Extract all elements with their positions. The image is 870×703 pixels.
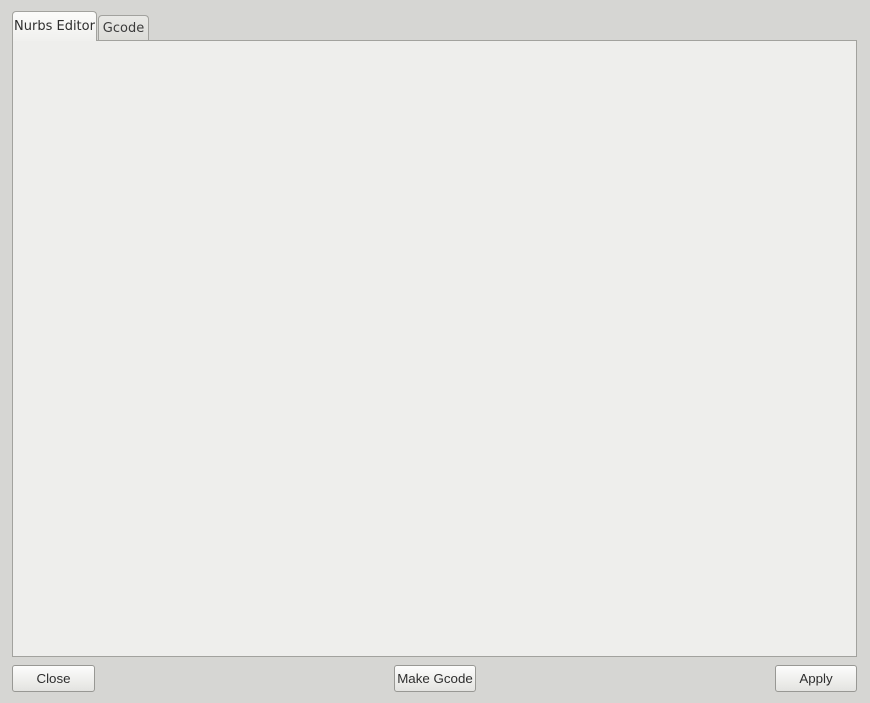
notebook-frame xyxy=(12,40,857,657)
close-button[interactable]: Close xyxy=(12,665,95,692)
make-gcode-button[interactable]: Make Gcode xyxy=(394,665,476,692)
apply-button[interactable]: Apply xyxy=(775,665,857,692)
tab-nurbs-editor[interactable]: Nurbs Editor xyxy=(12,11,97,41)
tab-gcode[interactable]: Gcode xyxy=(98,15,149,41)
